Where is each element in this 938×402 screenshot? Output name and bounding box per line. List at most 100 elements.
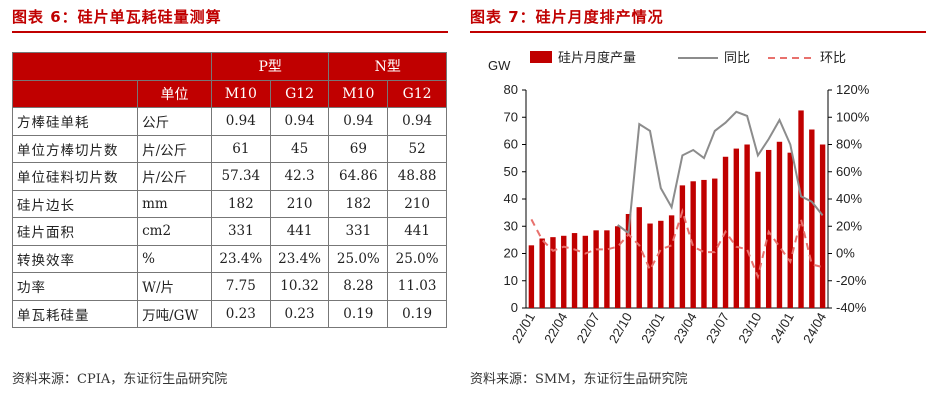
table-cell: 441: [387, 217, 447, 246]
row-unit: 片/公斤: [137, 162, 212, 191]
table-column-header-row: 单位 M10 G12 M10 G12: [11, 79, 447, 108]
mom-line: [530, 207, 823, 281]
left-tick-label: 40: [504, 191, 518, 206]
left-tick-label: 0: [511, 300, 518, 315]
table-cell: 23.4%: [210, 244, 271, 273]
x-tick-label: 23/07: [703, 310, 732, 346]
table-row: 硅片面积 cm2 331 441 331 441: [11, 217, 447, 246]
n-type-header: N型: [328, 52, 447, 81]
row-unit: mm: [137, 189, 212, 218]
left-tick-label: 70: [504, 109, 518, 124]
legend-label-production: 硅片月度产量: [558, 50, 636, 65]
row-label: 方棒硅单耗: [11, 107, 139, 136]
table-cell: 25.0%: [387, 244, 447, 273]
bar-production: [733, 148, 740, 308]
row-unit: cm2: [137, 217, 212, 246]
table-cell: 331: [328, 217, 389, 246]
x-tick-label: 22/07: [573, 310, 602, 346]
table-row: 方棒硅单耗 公斤 0.94 0.94 0.94 0.94: [11, 107, 447, 136]
table-cell: 10.32: [269, 272, 330, 301]
legend-bar-swatch: [530, 51, 552, 63]
bar-production: [668, 215, 675, 308]
x-tick-label: 23/04: [671, 310, 700, 346]
yoy-line: [617, 110, 824, 235]
table-cell: 25.0%: [328, 244, 389, 273]
bar-production: [787, 152, 793, 308]
row-label: 单位硅料切片数: [11, 162, 139, 191]
column-header: M10: [210, 79, 271, 108]
table-cell: 0.94: [269, 107, 330, 136]
row-label: 功率: [11, 272, 139, 301]
right-tick-label: 0%: [836, 246, 855, 261]
bar-production: [744, 144, 750, 308]
left-tick-label: 60: [504, 137, 518, 152]
table-cell: 23.4%: [269, 244, 330, 273]
table-cell: 0.19: [387, 299, 447, 328]
table-row: 单位方棒切片数 片/公斤 61 45 69 52: [11, 134, 447, 163]
table-cell: 0.94: [387, 107, 447, 136]
row-label: 硅片边长: [11, 189, 139, 218]
right-tick-label: -20%: [836, 273, 867, 288]
table-body: 方棒硅单耗 公斤 0.94 0.94 0.94 0.94 单位方棒切片数 片/公斤 61 45 69…: [11, 107, 447, 328]
row-unit: 公斤: [137, 107, 212, 136]
row-label: 硅片面积: [11, 217, 139, 246]
column-header: G12: [269, 79, 330, 108]
left-tick-label: 50: [504, 164, 518, 179]
bar-production: [636, 207, 642, 308]
bar-production: [755, 171, 761, 308]
left-axis-unit: GW: [488, 58, 511, 73]
table-cell: 331: [210, 217, 271, 246]
table-cell: 0.94: [210, 107, 271, 136]
bar-production: [819, 144, 826, 308]
table-cell: 0.19: [328, 299, 389, 328]
right-tick-label: 40%: [836, 191, 862, 206]
table-cell: 210: [269, 189, 330, 218]
table-cell: 0.94: [328, 107, 389, 136]
table-cell: 7.75: [210, 272, 271, 301]
x-tick-label: 22/01: [509, 310, 538, 346]
left-title-rule: [12, 31, 448, 33]
bar-production: [679, 185, 686, 308]
row-label: 转换效率: [11, 244, 139, 273]
left-tick-label: 30: [504, 218, 518, 233]
table-row: 单位硅料切片数 片/公斤 57.34 42.3 64.86 48.88: [11, 162, 447, 191]
silicon-consumption-table: P型 N型 单位 M10 G12 M10 G12 方棒硅单耗 公斤 0.94 0.94…: [11, 52, 447, 328]
x-tick-label: 23/01: [638, 310, 667, 346]
bar-production: [712, 178, 718, 308]
table-cell: 52: [387, 134, 447, 163]
x-tick-label: 23/10: [735, 310, 764, 346]
wafer-production-chart: 0 10 20 30 40 50 60 70 80 -40% -20% 0% 20% 40% 60% 80% 1…: [488, 50, 870, 346]
x-tick-label: 24/04: [800, 310, 829, 346]
table-cell: 45: [269, 134, 330, 163]
table-cell: 61: [210, 134, 271, 163]
row-label: 单瓦耗硅量: [11, 299, 139, 328]
bar-production: [539, 238, 545, 308]
left-tick-label: 80: [504, 82, 518, 97]
right-tick-label: 60%: [836, 164, 862, 179]
row-unit: 片/公斤: [137, 134, 212, 163]
p-type-header: P型: [210, 52, 330, 81]
bar-production: [582, 235, 589, 308]
right-title-rule: [470, 31, 926, 33]
row-unit: W/片: [137, 272, 212, 301]
bar-production: [561, 235, 567, 308]
bar-production: [571, 233, 578, 308]
row-unit: %: [137, 244, 212, 273]
blank-header-cell: [12, 52, 212, 81]
right-panel-title: 图表 7：硅片月度排产情况: [470, 8, 664, 26]
right-tick-label: -40%: [836, 300, 867, 315]
bar-production: [550, 237, 556, 308]
column-header: M10: [328, 79, 389, 108]
bar-production: [625, 213, 632, 308]
table-cell: 0.23: [269, 299, 330, 328]
right-tick-label: 20%: [836, 218, 862, 233]
table-cell: 0.23: [210, 299, 271, 328]
bar-production: [593, 230, 599, 308]
bar-production: [701, 179, 707, 308]
table-cell: 42.3: [269, 162, 330, 191]
table-cell: 57.34: [210, 162, 271, 191]
table-cell: 11.03: [387, 272, 447, 301]
table-row: 功率 W/片 7.75 10.32 8.28 11.03: [11, 272, 447, 301]
table-row: 转换效率% 23.4% 23.4% 25.0% 25.0%: [11, 244, 447, 273]
left-tick-label: 20: [504, 246, 518, 261]
